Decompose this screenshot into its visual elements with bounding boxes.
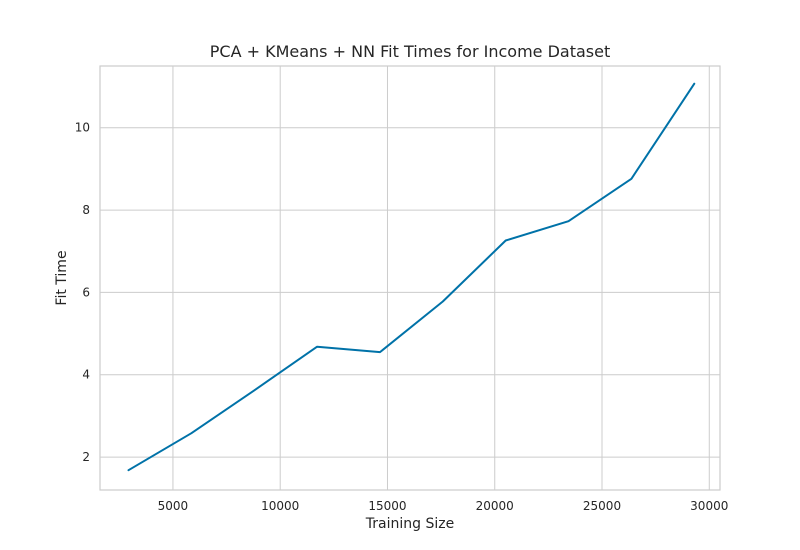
x-axis-label: Training Size xyxy=(365,516,454,532)
grid xyxy=(100,66,720,490)
y-tick-label: 2 xyxy=(82,450,90,464)
x-tick-label: 10000 xyxy=(261,499,299,513)
y-tick-label: 8 xyxy=(82,203,90,217)
series-line xyxy=(127,82,696,472)
x-tick-label: 25000 xyxy=(583,499,621,513)
x-tick-label: 5000 xyxy=(158,499,189,513)
x-tick-label: 20000 xyxy=(476,499,514,513)
y-tick-label: 4 xyxy=(82,368,90,382)
y-axis-ticks: 2 4 6 8 10 xyxy=(75,121,90,464)
x-tick-label: 30000 xyxy=(690,499,728,513)
x-axis-ticks: 5000 10000 15000 20000 25000 30000 xyxy=(158,499,729,513)
y-tick-label: 6 xyxy=(82,285,90,299)
chart-title: PCA + KMeans + NN Fit Times for Income D… xyxy=(210,42,611,61)
y-tick-label: 10 xyxy=(75,121,90,135)
y-axis-label: Fit Time xyxy=(54,250,70,305)
x-tick-label: 15000 xyxy=(368,499,406,513)
plot-frame xyxy=(99,65,721,491)
series-layer xyxy=(127,82,696,472)
